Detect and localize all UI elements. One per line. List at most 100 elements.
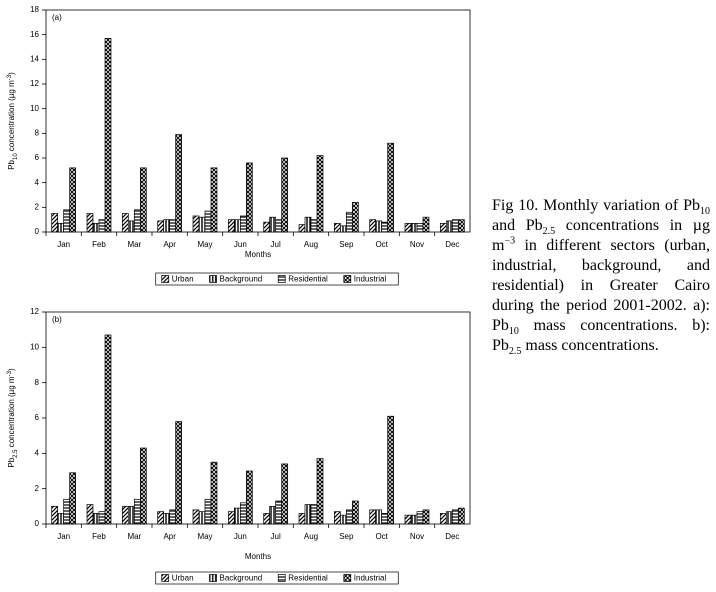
bar [316,458,324,525]
bar [133,498,141,525]
caption: Fig 10. Monthly variation of Pb10 and Pb… [492,196,710,358]
y-axis-label-part: concentration (µg m [7,80,16,153]
x-tick-label: Mar [127,240,141,249]
bar [157,511,165,525]
bar [92,513,100,525]
bar [310,219,318,233]
bar [387,415,395,525]
bar [387,142,395,233]
x-tick-label: Apr [163,240,176,249]
x-tick-label: Mar [127,532,141,541]
x-tick-label: Nov [410,240,424,249]
bar [51,213,59,233]
bar [410,223,418,233]
legend-box [155,272,399,286]
bar [310,504,318,525]
bar [275,500,283,525]
bar [281,157,289,233]
bar [439,513,447,525]
bar [198,216,206,233]
legend-swatch [343,275,352,283]
y-axis-label-part: Pb [7,457,16,467]
x-tick-label: Oct [375,240,388,249]
bar [175,421,183,525]
bar [57,223,65,233]
bar [133,209,141,233]
x-tick-label: Aug [304,240,318,249]
legend-label: Urban [172,275,194,284]
bar [369,509,377,525]
bar [86,213,94,233]
bar [451,509,459,525]
x-tick-label: Feb [92,240,106,249]
bar [104,38,112,233]
legend-swatch [277,574,286,582]
legend-label: Industrial [354,574,387,583]
x-axis-label: Months [245,552,271,561]
bar [245,162,253,233]
y-axis-label-part: -3 [7,370,13,376]
panel-label: (b) [52,315,62,324]
bar [169,219,177,233]
x-tick-label: Apr [163,532,176,541]
bar [192,215,200,233]
y-axis-label: Pb10 concentration (µg m-3) [7,72,19,170]
legend-label: Background [220,275,263,284]
legend: Urban Background Residential Industrial [155,571,399,585]
caption-text: and Pb [492,217,543,234]
bar [233,219,241,233]
y-tick-label: 2 [35,484,40,493]
bar [198,511,206,525]
legend-swatch [277,275,286,283]
x-tick-label: Sep [339,532,354,541]
bar [345,211,353,233]
bar [227,219,235,233]
bar [263,221,271,233]
legend: Urban Background Residential Industrial [155,272,399,286]
legend-label: Residential [288,574,328,583]
bar [333,511,341,525]
bar [369,219,377,233]
y-tick-label: 4 [35,448,40,457]
bar [104,334,112,525]
caption-text: mass concentrations. b): Pb [492,317,710,354]
y-axis-label-part: Pb [7,159,16,169]
y-tick-label: 12 [30,307,39,316]
legend-swatch [161,275,170,283]
bar [339,225,347,233]
bar [98,511,106,525]
bar [57,513,65,525]
y-axis-label-part: 2.5 [13,449,19,458]
x-tick-label: May [197,240,212,249]
bar [445,511,453,525]
y-tick-label: 10 [30,104,39,113]
bar [204,210,212,233]
bar [404,223,412,233]
y-tick-label: 8 [35,128,40,137]
caption-sub: 10 [700,206,710,218]
bar [375,509,383,525]
bar [269,216,277,233]
caption-text: in different sectors (urban, industrial,… [492,237,710,334]
y-tick-label: 6 [35,153,40,162]
bar [86,504,94,525]
bar [92,223,100,233]
bar [381,221,389,233]
bar [127,505,135,525]
bar [281,463,289,525]
y-axis-label-part: ) [7,368,16,371]
legend-swatch [343,574,352,582]
y-tick-label: 10 [30,342,39,351]
x-tick-label: Oct [375,532,388,541]
panel-label: (a) [52,13,62,22]
x-tick-label: Dec [445,240,459,249]
caption-sub: 10 [508,326,519,338]
bar [333,223,341,233]
legend-label: Urban [172,574,194,583]
y-tick-label: 8 [35,378,40,387]
bar [410,514,418,525]
x-tick-label: May [197,532,212,541]
caption-sub: 2.5 [508,346,522,358]
legend-swatch [209,275,217,283]
